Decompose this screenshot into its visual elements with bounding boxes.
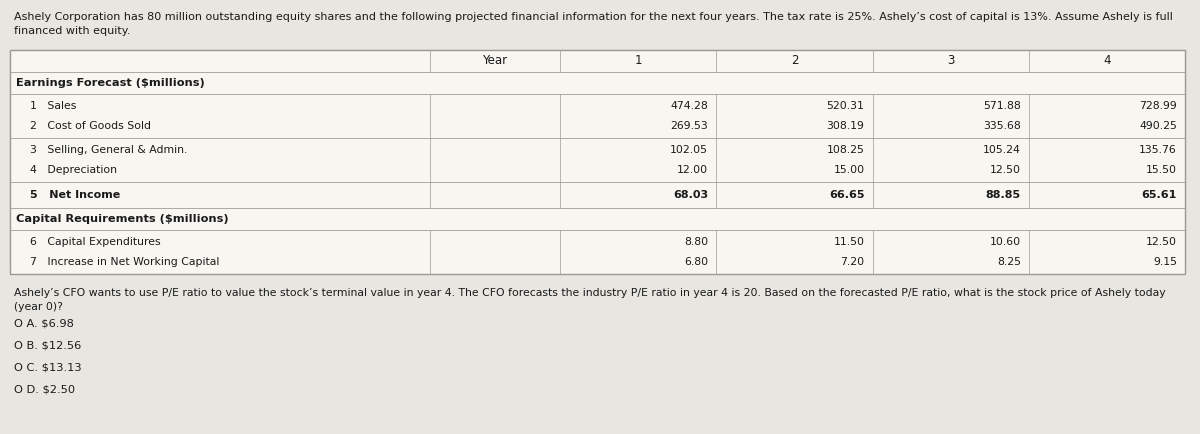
Text: Earnings Forecast ($millions): Earnings Forecast ($millions)	[16, 78, 205, 88]
Text: 4   Depreciation: 4 Depreciation	[30, 165, 118, 175]
Text: 12.50: 12.50	[1146, 237, 1177, 247]
Text: 7.20: 7.20	[840, 257, 864, 267]
Text: O B. $12.56: O B. $12.56	[14, 340, 82, 350]
Text: 108.25: 108.25	[827, 145, 864, 155]
Text: 15.00: 15.00	[833, 165, 864, 175]
Bar	[10, 138, 1186, 182]
Bar	[10, 50, 1186, 265]
Text: 8.25: 8.25	[997, 257, 1021, 267]
Text: 520.31: 520.31	[827, 101, 864, 111]
Text: O C. $13.13: O C. $13.13	[14, 362, 82, 372]
Text: 1: 1	[635, 55, 642, 68]
Text: 88.85: 88.85	[985, 190, 1021, 200]
Text: (year 0)?: (year 0)?	[14, 302, 62, 312]
Text: 8.80: 8.80	[684, 237, 708, 247]
Text: 3   Selling, General & Admin.: 3 Selling, General & Admin.	[30, 145, 187, 155]
Text: 12.50: 12.50	[990, 165, 1021, 175]
Text: 66.65: 66.65	[829, 190, 864, 200]
Bar	[10, 94, 1186, 138]
Text: 2: 2	[791, 55, 798, 68]
Text: 9.15: 9.15	[1153, 257, 1177, 267]
Bar	[10, 50, 1186, 274]
Text: Ashely’s CFO wants to use P/E ratio to value the stock’s terminal value in year : Ashely’s CFO wants to use P/E ratio to v…	[14, 288, 1165, 298]
Text: 11.50: 11.50	[834, 237, 864, 247]
Text: 5   Net Income: 5 Net Income	[30, 190, 120, 200]
Text: 269.53: 269.53	[671, 121, 708, 131]
Text: 474.28: 474.28	[671, 101, 708, 111]
Text: 65.61: 65.61	[1141, 190, 1177, 200]
Text: 15.50: 15.50	[1146, 165, 1177, 175]
Text: 6   Capital Expenditures: 6 Capital Expenditures	[30, 237, 161, 247]
Text: 490.25: 490.25	[1139, 121, 1177, 131]
Text: 135.76: 135.76	[1139, 145, 1177, 155]
Text: 3: 3	[947, 55, 954, 68]
Bar	[10, 208, 1186, 230]
Bar	[10, 182, 1186, 208]
Text: financed with equity.: financed with equity.	[14, 26, 131, 36]
Text: 2   Cost of Goods Sold: 2 Cost of Goods Sold	[30, 121, 151, 131]
Text: 12.00: 12.00	[677, 165, 708, 175]
Bar	[10, 50, 1186, 72]
Text: 68.03: 68.03	[673, 190, 708, 200]
Text: 105.24: 105.24	[983, 145, 1021, 155]
Text: 102.05: 102.05	[671, 145, 708, 155]
Text: Capital Requirements ($millions): Capital Requirements ($millions)	[16, 214, 229, 224]
Text: O A. $6.98: O A. $6.98	[14, 318, 74, 328]
Bar	[10, 72, 1186, 94]
Text: 6.80: 6.80	[684, 257, 708, 267]
Text: 7   Increase in Net Working Capital: 7 Increase in Net Working Capital	[30, 257, 220, 267]
Text: 571.88: 571.88	[983, 101, 1021, 111]
Text: 335.68: 335.68	[983, 121, 1021, 131]
Text: 10.60: 10.60	[990, 237, 1021, 247]
Text: Ashely Corporation has 80 million outstanding equity shares and the following pr: Ashely Corporation has 80 million outsta…	[14, 12, 1172, 22]
Text: 4: 4	[1103, 55, 1111, 68]
Text: Year: Year	[482, 55, 508, 68]
Bar	[10, 230, 1186, 274]
Text: 1   Sales: 1 Sales	[30, 101, 77, 111]
Text: O D. $2.50: O D. $2.50	[14, 384, 76, 394]
Text: 728.99: 728.99	[1139, 101, 1177, 111]
Text: 308.19: 308.19	[827, 121, 864, 131]
